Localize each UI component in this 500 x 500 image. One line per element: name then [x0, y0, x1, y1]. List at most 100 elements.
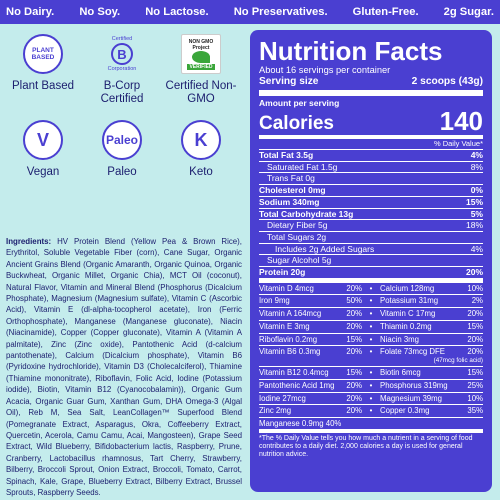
vitamin-right: Vitamin C 17mg 20%: [376, 308, 483, 320]
vitamin-percent: 15%: [346, 368, 362, 378]
bcorp-label: B-Corp Certified: [100, 80, 144, 105]
nutrient-percent: 8%: [470, 161, 483, 172]
vitamin-amount: Magnesium 39mg: [380, 393, 442, 403]
vitamin-percent: 15%: [467, 368, 483, 378]
nutrient-percent: 18%: [465, 220, 483, 231]
vitamin-row: Pantothenic Acid 1mg 20% • Phosphorus 319mg…: [259, 380, 483, 393]
non-gmo-icon: NON GMO Project VERIFIED: [181, 34, 221, 74]
bcorp-badge: Certified B Corporation B-Corp Certified: [83, 34, 161, 106]
bcorp-icon: Certified B Corporation: [107, 36, 137, 72]
leaf-icon: [192, 50, 210, 63]
vitamin-right-text: Calcium 128mg 10%: [380, 283, 483, 295]
nutrient-rows: Total Fat 3.5g 4% Saturated Fat 1.5g 8% Tran…: [259, 150, 483, 268]
vitamin-amount: Iron 9mg: [259, 296, 290, 306]
daily-value-header: % Daily Value*: [259, 139, 483, 150]
vitamin-percent: 20%: [467, 309, 483, 319]
vitamin-right: Copper 0.3mg 35%: [376, 405, 483, 417]
vitamin-percent: 2%: [471, 296, 483, 306]
vitamin-left: Vitamin B6 0.3mg 20%: [259, 347, 366, 365]
vitamin-right-text: Copper 0.3mg 35%: [380, 405, 483, 417]
vitamin-left: Vitamin B12 0.4mcg 15%: [259, 367, 366, 379]
vitamin-amount: Vitamin E 3mg: [259, 321, 310, 331]
vitamin-amount: Pantothenic Acid 1mg: [259, 380, 335, 390]
vitamin-percent: 20%: [467, 334, 483, 344]
vitamin-amount: Vitamin A 164mcg: [259, 309, 322, 319]
ingredients-list: Ingredients: HV Protein Blend (Yellow Pe…: [6, 236, 242, 498]
vitamin-rows: Vitamin D 4mcg 20% • Calcium 128mg 10% Iron 9…: [259, 283, 483, 419]
vitamin-left: Vitamin A 164mcg 20%: [259, 308, 366, 320]
vitamin-amount: Vitamin D 4mcg: [259, 283, 314, 293]
separator-dot-icon: •: [369, 309, 373, 319]
vitamin-right-text: Thiamin 0.2mg 15%: [380, 321, 483, 333]
nutrition-facts-panel: Nutrition Facts About 16 servings per co…: [250, 30, 492, 492]
vitamin-right-text: Biotin 6mcg 15%: [380, 367, 483, 379]
separator-dot-icon: •: [369, 406, 373, 416]
nutrient-label: Total Sugars 2g: [267, 231, 327, 242]
vitamin-row: Zinc 2mg 20% • Copper 0.3mg 35%: [259, 405, 483, 419]
servings-per-container: About 16 servings per container: [259, 65, 391, 75]
plant-based-label: Plant Based: [11, 80, 74, 92]
vitamin-right-text: Magnesium 39mg 10%: [380, 393, 483, 405]
nutrition-title: Nutrition Facts: [259, 36, 443, 66]
vitamin-percent: 25%: [467, 380, 483, 390]
vitamin-right-text: Phosphorus 319mg 25%: [380, 380, 483, 392]
vitamin-row: Vitamin B6 0.3mg 20% • Folate 73mcg DFE 20%(…: [259, 346, 483, 368]
nutrient-label: Total Fat 3.5g: [259, 150, 314, 160]
vitamin-percent: 15%: [346, 334, 362, 344]
separator-dot-icon: •: [369, 380, 373, 390]
vegan-label: Vegan: [26, 166, 60, 178]
vitamin-amount: Potassium 31mg: [380, 296, 439, 306]
nutrient-label: Trans Fat 0g: [267, 173, 315, 184]
certification-badges: PLANT BASED Plant Based Certified B Corp…: [4, 34, 240, 193]
ingredients-heading: Ingredients:: [6, 237, 52, 246]
separator-dot-icon: •: [369, 393, 373, 403]
non-gmo-label: Certified Non-GMO: [165, 80, 237, 105]
vitamin-left: Vitamin D 4mcg 20%: [259, 283, 366, 295]
nutrient-row: Includes 2g Added Sugars 4%: [259, 244, 483, 256]
vitamin-left: Iron 9mg 50%: [259, 295, 366, 307]
nutrient-label: Saturated Fat 1.5g: [267, 161, 338, 172]
vitamin-right-text: Vitamin C 17mg 20%: [380, 308, 483, 320]
claim-sugar: 2g Sugar.: [443, 6, 494, 18]
calories-row: Calories 140: [259, 108, 483, 139]
nutrient-row: Sugar Alcohol 5g: [259, 255, 483, 268]
separator-dot-icon: •: [369, 283, 373, 293]
vitamin-row: Vitamin B12 0.4mcg 15% • Biotin 6mcg 15%: [259, 367, 483, 380]
vitamin-amount: Vitamin B12 0.4mcg: [259, 368, 329, 378]
nutrient-label: Sugar Alcohol 5g: [267, 255, 332, 266]
serving-size: Serving size 2 scoops (43g): [259, 76, 483, 96]
vitamin-right-text: Potassium 31mg 2%: [380, 295, 483, 307]
vitamin-amount: Thiamin 0.2mg: [380, 321, 432, 331]
separator-dot-icon: •: [369, 296, 373, 306]
amount-per-serving: Amount per serving: [259, 98, 340, 108]
vitamin-percent: 20%: [346, 309, 362, 319]
vitamin-percent: 20%: [346, 347, 362, 357]
nutrient-row: Total Carbohydrate 13g 5%: [259, 209, 483, 221]
vitamin-row: Iron 9mg 50% • Potassium 31mg 2%: [259, 295, 483, 309]
nutrient-percent: 4%: [470, 150, 483, 160]
vitamin-right: Folate 73mcg DFE 20% (47mcg folic acid): [376, 347, 483, 365]
vitamin-percent: 20%: [346, 393, 362, 403]
vitamin-amount: Vitamin C 17mg: [380, 309, 436, 319]
vitamin-right: Biotin 6mcg 15%: [376, 367, 483, 379]
claim-no-preservatives: No Preservatives.: [233, 6, 328, 18]
vitamin-amount: Niacin 3mg: [380, 334, 419, 344]
separator-dot-icon: •: [369, 321, 373, 331]
keto-badge: K Keto: [162, 120, 240, 179]
claim-no-lactose: No Lactose.: [145, 6, 209, 18]
paleo-badge: Paleo Paleo: [83, 120, 161, 179]
vitamin-row: Iodine 27mcg 20% • Magnesium 39mg 10%: [259, 393, 483, 406]
vitamin-percent: 10%: [467, 283, 483, 293]
vitamin-left: Vitamin E 3mg 20%: [259, 321, 366, 333]
vitamin-amount: Zinc 2mg: [259, 406, 292, 416]
vitamin-amount: Folate 73mcg DFE: [380, 347, 445, 357]
vitamin-percent: 20%: [346, 380, 362, 390]
nutrient-label: Includes 2g Added Sugars: [275, 243, 375, 254]
nutrient-row: Cholesterol 0mg 0%: [259, 185, 483, 197]
vitamin-right: Magnesium 39mg 10%: [376, 393, 483, 405]
vitamin-percent: 20%: [467, 347, 483, 357]
vitamin-left: Iodine 27mcg 20%: [259, 393, 366, 405]
nutrient-row: Saturated Fat 1.5g 8%: [259, 162, 483, 174]
vitamin-left: Pantothenic Acid 1mg 20%: [259, 380, 366, 392]
claims-bar: No Dairy. No Soy. No Lactose. No Preserv…: [0, 0, 500, 24]
